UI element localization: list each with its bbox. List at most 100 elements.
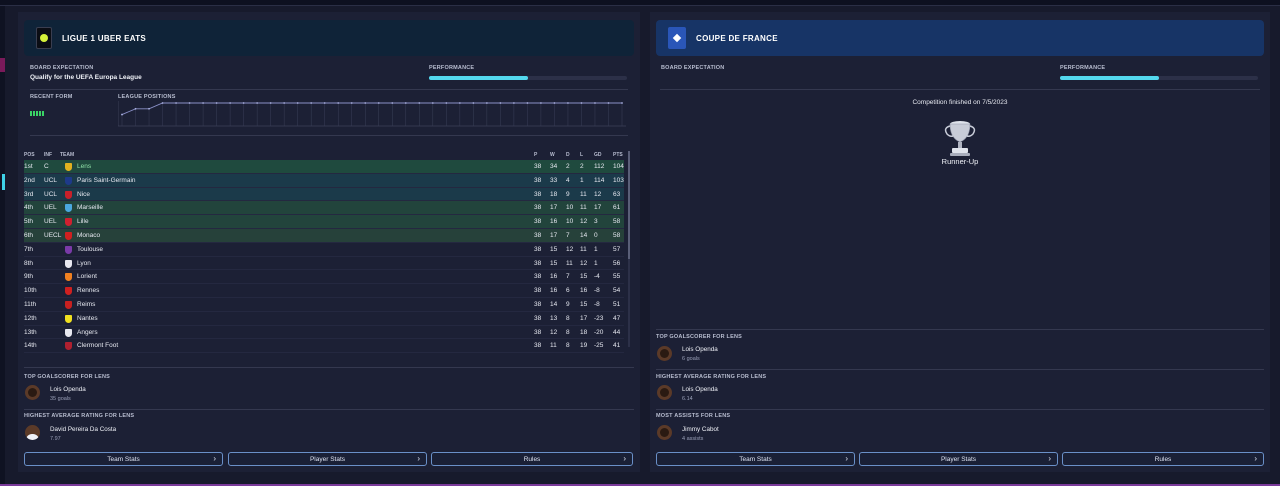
table-row[interactable]: 7th Toulouse 38 15 12 11 1 57 <box>24 242 624 257</box>
cell-d: 8 <box>566 328 570 336</box>
table-scrollbar[interactable] <box>628 151 630 347</box>
cup-avg-rating-name[interactable]: Lois Openda <box>682 386 718 393</box>
player-avatar[interactable] <box>657 425 672 440</box>
team-name-link[interactable]: Nice <box>77 190 91 198</box>
team-name-link[interactable]: Toulouse <box>77 245 104 253</box>
cup-result: Runner-Up <box>941 157 979 166</box>
cup-top-scorer-name[interactable]: Lois Openda <box>682 346 718 353</box>
rules-button[interactable]: Rules › <box>1062 452 1264 466</box>
position-point <box>607 102 610 104</box>
performance-label: PERFORMANCE <box>429 65 475 71</box>
col-pts[interactable]: PTS <box>613 152 623 158</box>
team-name-link[interactable]: Clermont Foot <box>77 342 119 350</box>
form-win-marker <box>42 111 44 116</box>
team-crest-icon <box>65 218 72 227</box>
table-row[interactable]: 4th UEL Marseille 38 17 10 11 17 61 <box>24 201 624 216</box>
board-expectation-label: BOARD EXPECTATION <box>661 65 725 71</box>
cell-d: 8 <box>566 314 570 322</box>
league-header[interactable]: LIGUE 1 UBER EATS <box>24 20 634 56</box>
team-stats-button[interactable]: Team Stats › <box>24 452 223 466</box>
player-avatar[interactable] <box>657 346 672 361</box>
divider <box>24 409 634 410</box>
cup-assists-label: MOST ASSISTS FOR LENS <box>656 413 731 419</box>
team-name-link[interactable]: Rennes <box>77 287 100 295</box>
col-inf[interactable]: INF <box>44 152 53 158</box>
team-name-link[interactable]: Monaco <box>77 231 101 239</box>
team-name-link[interactable]: Lorient <box>77 273 97 281</box>
table-row[interactable]: 8th Lyon 38 15 11 12 1 56 <box>24 256 624 271</box>
team-name-link[interactable]: Lyon <box>77 259 91 267</box>
team-name-link[interactable]: Lens <box>77 163 92 170</box>
team-stats-button[interactable]: Team Stats › <box>656 452 855 466</box>
league-positions-chart[interactable] <box>118 101 626 127</box>
rules-button[interactable]: Rules › <box>431 452 633 466</box>
rail-active-indicator[interactable] <box>2 174 5 190</box>
league-table: POS INF TEAM P W D L GD PTS 1st C Lens 38 34… <box>24 151 624 354</box>
cell-pts: 57 <box>613 245 621 253</box>
table-row[interactable]: 6th UECL Monaco 38 17 7 14 0 58 <box>24 228 624 243</box>
cell-d: 12 <box>566 245 574 253</box>
col-gd[interactable]: GD <box>594 152 602 158</box>
table-row[interactable]: 10th Rennes 38 16 6 16 -8 54 <box>24 284 624 298</box>
table-row[interactable]: 13th Angers 38 12 8 18 -20 44 <box>24 325 624 340</box>
cup-header[interactable]: COUPE DE FRANCE <box>656 20 1264 56</box>
cell-l: 11 <box>580 204 587 212</box>
cell-p: 38 <box>534 314 542 322</box>
table-row[interactable]: 14th Clermont Foot 38 11 8 19 -25 41 <box>24 339 624 354</box>
col-team[interactable]: TEAM <box>60 152 75 158</box>
cell-gd: -23 <box>594 314 604 322</box>
team-name-link[interactable]: Marseille <box>77 204 104 212</box>
team-name-link[interactable]: Nantes <box>77 314 98 322</box>
table-row[interactable]: 5th UEL Lille 38 16 10 12 3 58 <box>24 215 624 229</box>
table-row[interactable]: 3rd UCL Nice 38 18 9 11 12 63 <box>24 187 624 202</box>
col-l[interactable]: L <box>580 152 584 158</box>
position-point <box>148 107 150 110</box>
player-stats-button[interactable]: Player Stats › <box>228 452 427 466</box>
scrollbar-thumb[interactable] <box>628 151 630 259</box>
table-row[interactable]: 2nd UCL Paris Saint-Germain 38 33 4 1 114 103 <box>24 173 624 188</box>
team-name-link[interactable]: Reims <box>77 300 96 308</box>
cup-top-scorer-label: TOP GOALSCORER FOR LENS <box>656 334 742 340</box>
cup-title: COUPE DE FRANCE <box>696 33 778 43</box>
team-stats-label: Team Stats <box>107 455 140 463</box>
cell-d: 10 <box>566 204 574 212</box>
form-win-marker <box>33 111 35 116</box>
player-avatar[interactable] <box>657 385 672 400</box>
cell-pos: 1st <box>24 163 33 170</box>
col-d[interactable]: D <box>566 152 570 158</box>
position-point <box>431 102 434 104</box>
cell-p: 38 <box>534 163 542 170</box>
form-win-marker <box>30 111 32 116</box>
col-pos[interactable]: POS <box>24 152 35 158</box>
team-name-link[interactable]: Paris Saint-Germain <box>77 176 136 184</box>
player-avatar[interactable] <box>25 425 40 440</box>
avg-rating-name[interactable]: David Pereira Da Costa <box>50 426 117 433</box>
cell-inf: C <box>44 163 49 170</box>
table-row[interactable]: 9th Lorient 38 16 7 15 -4 55 <box>24 270 624 285</box>
team-name-link[interactable]: Lille <box>77 218 89 226</box>
cell-p: 38 <box>534 245 542 253</box>
team-name-link[interactable]: Angers <box>77 328 98 336</box>
col-w[interactable]: W <box>550 152 555 158</box>
table-row[interactable]: 12th Nantes 38 13 8 17 -23 47 <box>24 311 624 326</box>
team-crest-icon <box>65 342 72 351</box>
cell-l: 19 <box>580 342 588 350</box>
position-point <box>242 102 245 104</box>
position-point <box>512 102 515 104</box>
player-avatar[interactable] <box>25 385 40 400</box>
col-p[interactable]: P <box>534 152 538 158</box>
cell-p: 38 <box>534 287 542 295</box>
position-point <box>121 113 123 116</box>
table-header: POS INF TEAM P W D L GD PTS <box>24 151 624 160</box>
divider <box>656 369 1264 370</box>
table-row[interactable]: 1st C Lens 38 34 2 2 112 104 <box>24 160 624 174</box>
cell-d: 9 <box>566 300 570 308</box>
cup-assists-name[interactable]: Jimmy Cabot <box>682 426 719 433</box>
cell-pts: 44 <box>613 328 621 336</box>
position-point <box>134 107 137 110</box>
recent-form-indicator[interactable] <box>30 111 44 116</box>
table-row[interactable]: 11th Reims 38 14 9 15 -8 51 <box>24 297 624 312</box>
player-stats-button[interactable]: Player Stats › <box>859 452 1058 466</box>
top-scorer-name[interactable]: Lois Openda <box>50 386 86 393</box>
cell-p: 38 <box>534 176 542 184</box>
